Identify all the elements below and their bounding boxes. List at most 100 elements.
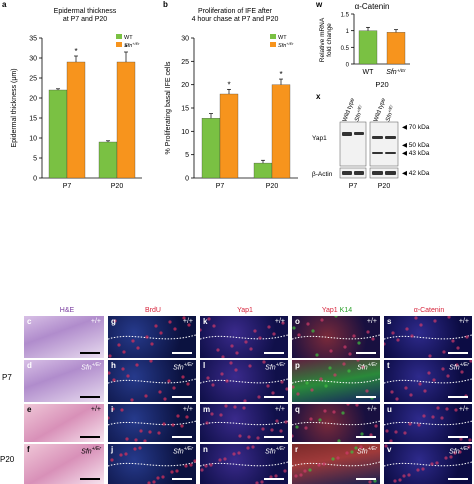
panel-w-letter: w	[316, 0, 323, 9]
nucleus	[394, 430, 398, 434]
nucleus	[324, 384, 328, 388]
y-tick-label: 30	[29, 56, 37, 63]
x-tick-label: P20	[266, 183, 279, 190]
nucleus	[126, 374, 130, 378]
nucleus	[428, 354, 432, 358]
nucleus	[435, 461, 439, 465]
nucleus	[356, 360, 360, 362]
nucleus	[310, 388, 314, 392]
lane-label: Sfn+/Er	[352, 103, 366, 122]
legend-swatch	[116, 34, 122, 39]
nucleus	[271, 391, 275, 395]
marker-label: ◀ 43 kDa	[402, 150, 430, 157]
boundary-overlay	[108, 407, 196, 442]
nucleus	[292, 326, 296, 330]
boundary-overlay	[292, 404, 380, 442]
genotype-label: +/+	[274, 406, 285, 413]
nucleus	[168, 320, 172, 324]
nucleus	[234, 368, 238, 372]
nucleus	[404, 386, 408, 390]
nucleus	[416, 468, 420, 472]
nucleus	[143, 439, 147, 442]
micrograph-panel: l Sfn+/Er	[200, 360, 288, 402]
nucleus	[465, 335, 469, 339]
genotype-label: +/+	[182, 318, 193, 325]
y-tick-label: 20	[181, 82, 189, 89]
marker-label: ◀ 50 kDa	[402, 142, 430, 149]
nucleus	[469, 360, 472, 363]
scale-bar	[448, 396, 468, 398]
bar	[386, 32, 406, 65]
x-tick-label: P7	[216, 183, 225, 190]
panel-letter: j	[111, 445, 114, 454]
nucleus	[145, 335, 149, 339]
dermal-boundary	[292, 420, 380, 426]
nucleus	[156, 476, 160, 480]
header-yap1-k14-yap: Yap1	[321, 307, 338, 314]
x-tick-label: P7	[63, 183, 72, 190]
bar	[271, 84, 291, 179]
nucleus	[159, 331, 163, 335]
blot-box-p7-actin	[339, 167, 367, 179]
blot-band	[372, 171, 383, 175]
panel-letter: i	[111, 405, 114, 414]
nucleus	[320, 318, 324, 322]
genotype-label: +/+	[90, 318, 101, 325]
significance-star: *	[124, 43, 127, 52]
scale-bar	[172, 436, 192, 438]
nucleus	[409, 393, 413, 397]
scale-bar	[264, 352, 284, 354]
genotype-superscript: +/Er	[275, 446, 285, 452]
nucleus	[238, 434, 242, 438]
dermal-boundary	[384, 378, 472, 384]
header-yap1-k14: Yap1 K14	[294, 307, 380, 314]
blot-band	[354, 171, 364, 175]
micrograph-panel: u +/+	[384, 404, 472, 442]
nucleus	[269, 475, 273, 479]
nucleus	[221, 355, 225, 358]
boundary-overlay	[108, 360, 196, 402]
micrograph-panel: n Sfn+/Er	[200, 444, 288, 484]
nucleus	[200, 328, 202, 332]
genotype-label: Sfn+/Er	[449, 362, 469, 372]
nucleus	[405, 327, 409, 331]
genotype-superscript: +/Er	[367, 362, 377, 368]
blot-band	[372, 136, 383, 139]
genotype-label: +/+	[182, 406, 193, 413]
blot-box-p7-yap1	[339, 121, 367, 167]
nucleus	[403, 431, 407, 435]
nucleus	[176, 414, 180, 418]
nucleus	[248, 364, 252, 368]
boundary-overlay	[384, 444, 472, 483]
nucleus	[347, 369, 351, 373]
nucleus	[205, 421, 209, 425]
legend-swatch	[270, 34, 276, 39]
nucleus	[270, 428, 274, 432]
nucleus	[303, 469, 307, 473]
nucleus	[305, 381, 309, 385]
nucleus	[427, 371, 431, 375]
genotype-superscript: +/Er	[183, 362, 193, 368]
nucleus	[309, 417, 313, 421]
nucleus	[184, 464, 188, 468]
nucleus	[173, 327, 177, 331]
nucleus	[374, 424, 378, 428]
nucleus	[422, 414, 426, 418]
scale-bar	[80, 352, 100, 354]
nucleus	[218, 458, 222, 462]
nucleus	[175, 469, 179, 473]
scale-bar	[356, 436, 376, 438]
nucleus	[299, 473, 303, 477]
nucleus	[135, 363, 139, 367]
nucleus	[186, 382, 190, 386]
nucleus	[111, 407, 115, 411]
panel-b-letter: b	[163, 0, 168, 9]
nucleus	[251, 445, 255, 449]
panel-letter: l	[203, 361, 206, 370]
panel-letter: s	[387, 317, 392, 326]
micrograph-panel: c +/+	[24, 316, 104, 358]
genotype-label: Sfn+/Er	[449, 446, 469, 456]
dermal-boundary	[108, 461, 196, 467]
blot-group-p7: P7	[349, 183, 358, 190]
blot-band	[342, 132, 352, 136]
